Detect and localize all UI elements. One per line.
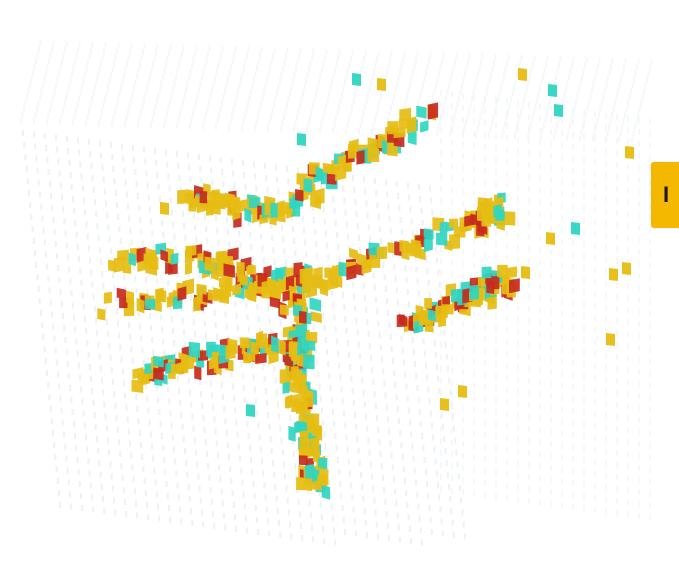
voxel-cluster	[97, 68, 634, 500]
corner-tab-label: I	[663, 182, 670, 207]
corner-tab-badge: I	[651, 162, 679, 228]
